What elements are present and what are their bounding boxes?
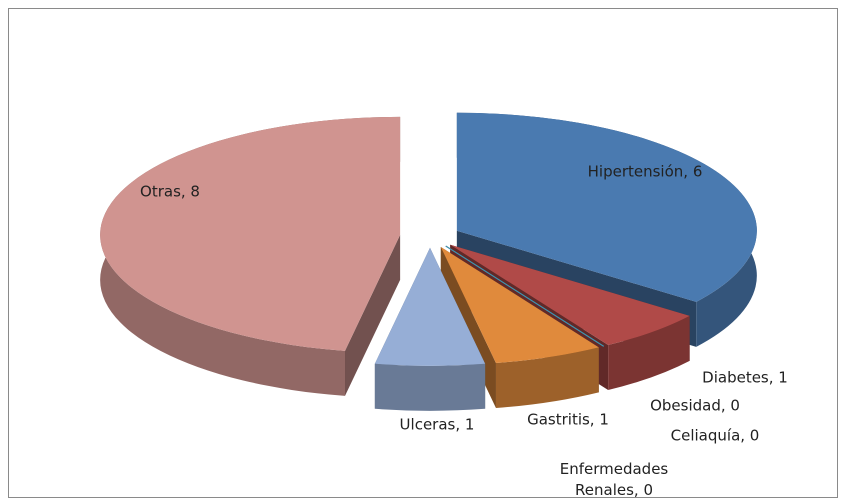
slice-side bbox=[495, 347, 599, 408]
slice-wall bbox=[345, 234, 401, 396]
data-label: Obesidad, 0 bbox=[650, 396, 740, 415]
slice-side bbox=[374, 363, 486, 411]
chart-frame bbox=[8, 8, 838, 498]
data-label: Diabetes, 1 bbox=[702, 368, 788, 387]
data-label: Enfermedades Renales, 0 bbox=[559, 460, 669, 499]
slice-top bbox=[374, 247, 486, 366]
data-label: Hipertensión, 6 bbox=[587, 162, 703, 181]
pie-slice bbox=[374, 247, 486, 411]
data-label: Ulceras, 1 bbox=[399, 415, 475, 434]
slice-top bbox=[100, 116, 401, 351]
slice-top bbox=[450, 244, 690, 346]
data-label: Gastritis, 1 bbox=[527, 410, 609, 429]
slice-top bbox=[445, 245, 604, 347]
slice-top bbox=[456, 112, 757, 302]
slice-top bbox=[440, 247, 599, 363]
slice-side bbox=[608, 315, 690, 391]
pie-slice bbox=[100, 116, 401, 396]
data-label: Celiaquía, 0 bbox=[670, 426, 760, 445]
pie-slice bbox=[445, 245, 604, 347]
data-label: Otras, 8 bbox=[140, 182, 200, 201]
